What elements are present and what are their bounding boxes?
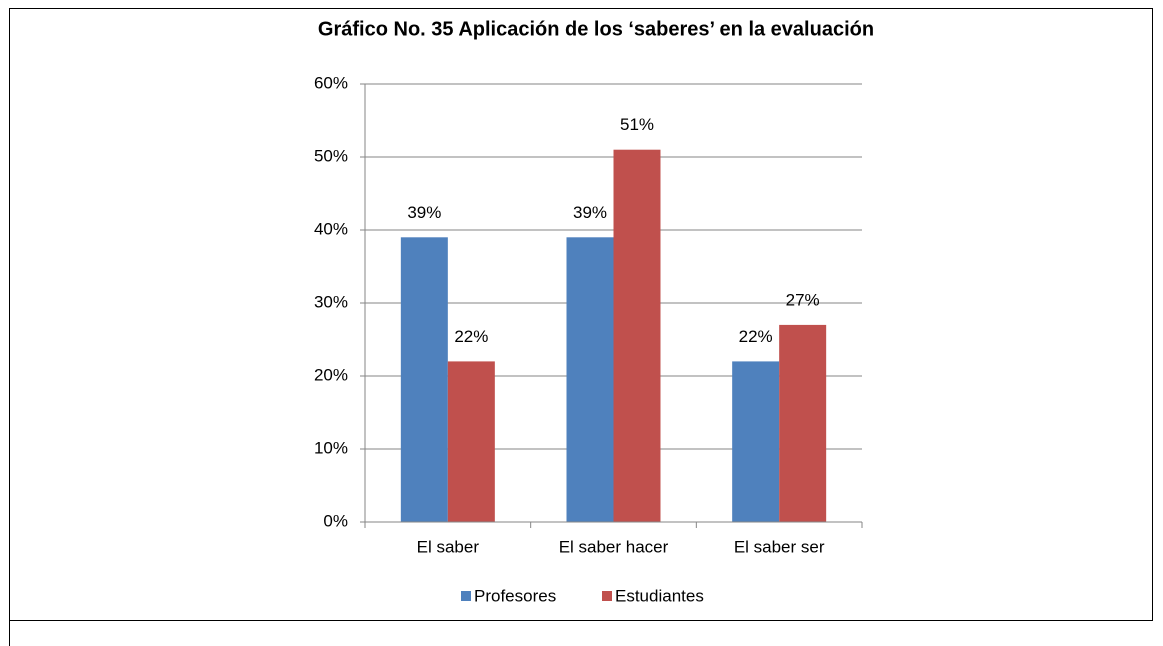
- y-tick-label: 40%: [314, 219, 348, 238]
- x-tick-label: El saber hacer: [559, 537, 669, 556]
- x-tick-label: El saber ser: [734, 537, 825, 556]
- y-tick-label: 30%: [314, 292, 348, 311]
- bar: [566, 237, 614, 523]
- y-tick-label: 0%: [323, 511, 348, 530]
- bar: [613, 149, 661, 522]
- value-label: 39%: [573, 203, 607, 222]
- y-tick-label: 50%: [314, 146, 348, 165]
- bar: [447, 361, 495, 522]
- legend-label: Profesores: [474, 586, 556, 605]
- y-tick-label: 60%: [314, 73, 348, 92]
- legend-swatch: [461, 591, 471, 601]
- y-tick-label: 10%: [314, 438, 348, 457]
- bar: [732, 361, 780, 522]
- chart-title: Gráfico No. 35 Aplicación de los ‘sabere…: [318, 18, 874, 40]
- value-label: 22%: [454, 327, 488, 346]
- value-label: 39%: [407, 203, 441, 222]
- legend-swatch: [602, 591, 612, 601]
- bar: [400, 237, 448, 523]
- legend-label: Estudiantes: [615, 586, 704, 605]
- value-label: 27%: [786, 290, 820, 309]
- value-label: 51%: [620, 115, 654, 134]
- value-label: 22%: [739, 327, 773, 346]
- frame: [9, 8, 1153, 621]
- x-tick-label: El saber: [417, 537, 480, 556]
- y-tick-label: 20%: [314, 365, 348, 384]
- bar: [779, 324, 827, 522]
